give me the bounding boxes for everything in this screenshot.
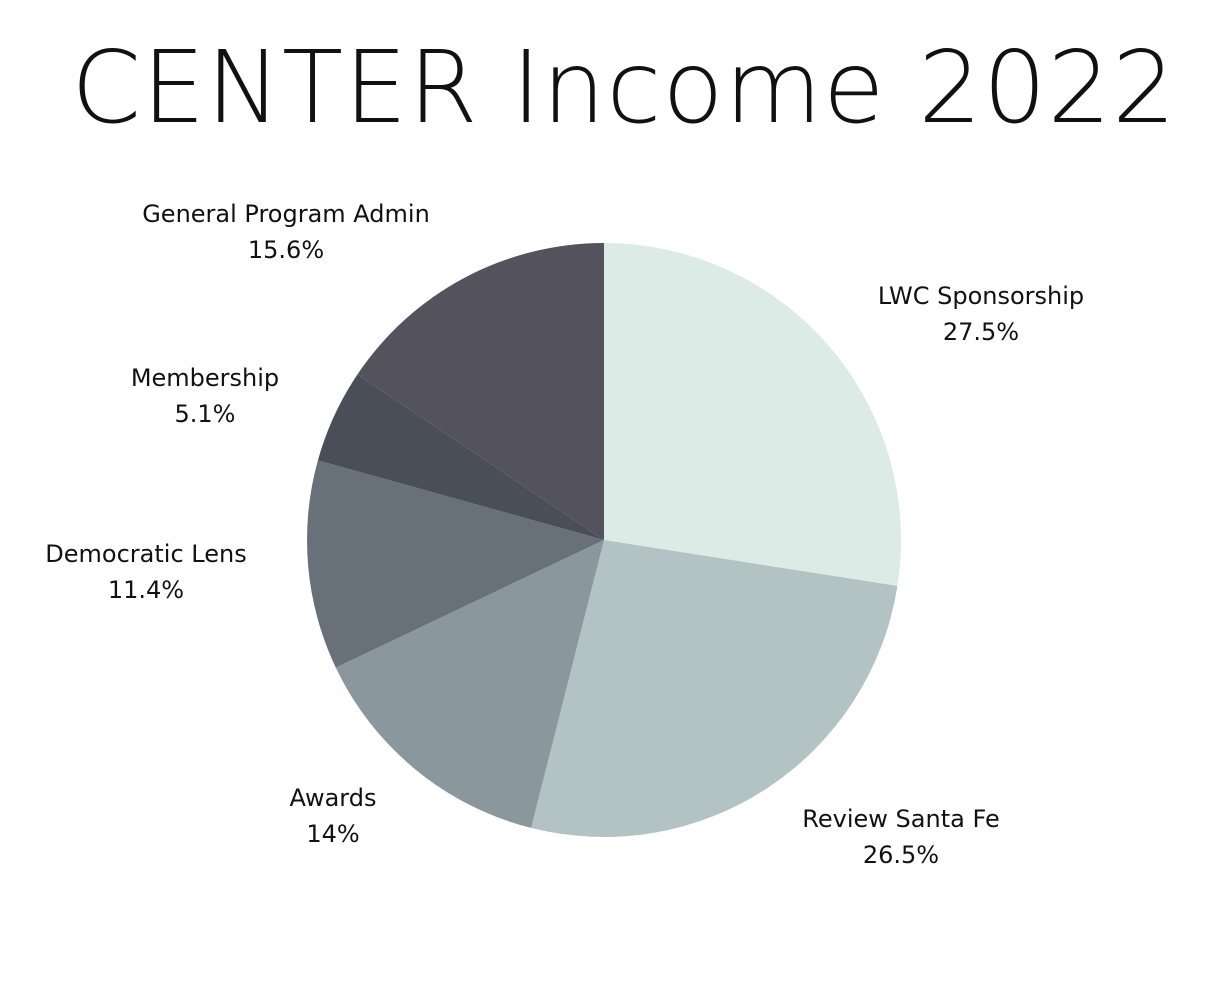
slice-label-percent: 27.5% xyxy=(942,318,1020,346)
slice-label-name: General Program Admin xyxy=(142,200,430,228)
slice-label-percent: 11.4% xyxy=(107,576,185,604)
slice-label-lwc-sponsorship: LWC Sponsorship 27.5% xyxy=(878,278,1084,350)
slice-label-awards: Awards 14% xyxy=(290,780,377,852)
slice-label-name: Membership xyxy=(130,364,280,392)
slice-label-name: Review Santa Fe xyxy=(802,805,1000,833)
slice-label-name: Democratic Lens xyxy=(45,540,247,568)
slice-label-percent: 5.1% xyxy=(174,400,236,428)
pie-slice-general-program-admin xyxy=(357,243,604,540)
pie-slice-awards xyxy=(335,540,604,828)
slice-label-percent: 26.5% xyxy=(862,841,940,869)
slice-label-percent: 15.6% xyxy=(247,236,325,264)
slice-label-percent: 14% xyxy=(306,820,360,848)
pie-slice-membership xyxy=(317,374,604,540)
slice-label-review-santa-fe: Review Santa Fe 26.5% xyxy=(802,801,999,873)
slice-label-membership: Membership 5.1% xyxy=(131,360,279,432)
pie-slice-lwc-sponsorship xyxy=(604,243,901,586)
chart-title: CENTER Income 2022 xyxy=(71,29,1177,146)
slice-label-general-program-admin: General Program Admin 15.6% xyxy=(142,196,430,268)
slice-label-democratic-lens: Democratic Lens 11.4% xyxy=(45,536,246,608)
slice-label-name: Awards xyxy=(289,784,377,812)
slice-label-name: LWC Sponsorship xyxy=(877,282,1085,310)
pie-slice-democratic-lens xyxy=(307,460,604,668)
pie-slice-review-santa-fe xyxy=(531,540,898,838)
